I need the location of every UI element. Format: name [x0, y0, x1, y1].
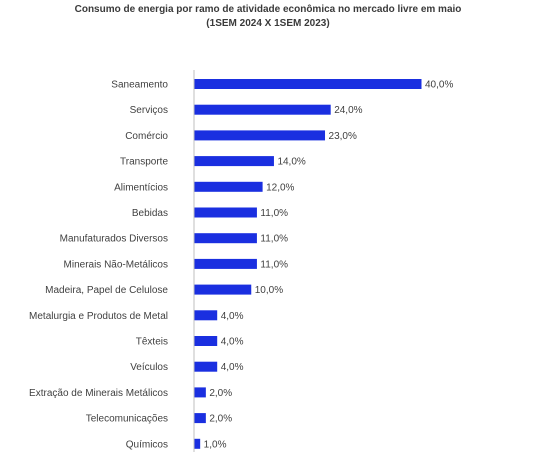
bar [194, 104, 331, 115]
category-label: Químicos [126, 439, 168, 450]
bar [194, 156, 274, 167]
data-label: 4,0% [221, 311, 244, 322]
category-label: Alimentícios [114, 182, 168, 193]
bar [194, 413, 206, 424]
bar [194, 233, 257, 244]
category-label: Metalurgia e Produtos de Metal [29, 311, 168, 322]
category-label: Saneamento [111, 80, 168, 91]
bar [194, 181, 263, 192]
category-label: Comércio [125, 131, 168, 142]
data-label: 40,0% [425, 80, 453, 91]
data-label: 10,0% [255, 285, 283, 296]
category-label: Têxteis [136, 337, 168, 348]
category-label: Manufaturados Diversos [60, 234, 168, 245]
bar [194, 258, 257, 269]
data-label: 11,0% [260, 208, 288, 219]
bar [194, 387, 206, 398]
category-label: Veículos [130, 362, 168, 373]
category-label: Minerais Não-Metálicos [64, 259, 168, 270]
bar [194, 361, 218, 372]
data-label: 11,0% [260, 259, 288, 270]
data-label: 1,0% [204, 439, 227, 450]
bar [194, 310, 218, 321]
chart-subtitle: (1SEM 2024 X 1SEM 2023) [206, 18, 330, 29]
data-label: 11,0% [260, 234, 288, 245]
data-label: 12,0% [266, 182, 294, 193]
category-label: Madeira, Papel de Celulose [45, 285, 168, 296]
bar [194, 130, 326, 141]
data-label: 23,0% [329, 131, 357, 142]
chart-title: Consumo de energia por ramo de atividade… [74, 4, 462, 15]
bar [194, 438, 201, 449]
bar [194, 336, 218, 346]
bar [194, 207, 257, 218]
bar [194, 79, 422, 89]
data-label: 4,0% [221, 337, 244, 348]
data-label: 2,0% [209, 414, 232, 425]
bar [194, 284, 252, 295]
category-label: Extração de Minerais Metálicos [29, 388, 168, 399]
category-label: Telecomunicações [86, 414, 168, 425]
data-label: 24,0% [334, 105, 362, 116]
data-label: 4,0% [221, 362, 244, 373]
data-label: 2,0% [209, 388, 232, 399]
category-label: Serviços [130, 105, 168, 116]
category-label: Bebidas [132, 208, 168, 219]
category-label: Transporte [120, 157, 168, 168]
data-label: 14,0% [277, 157, 305, 168]
